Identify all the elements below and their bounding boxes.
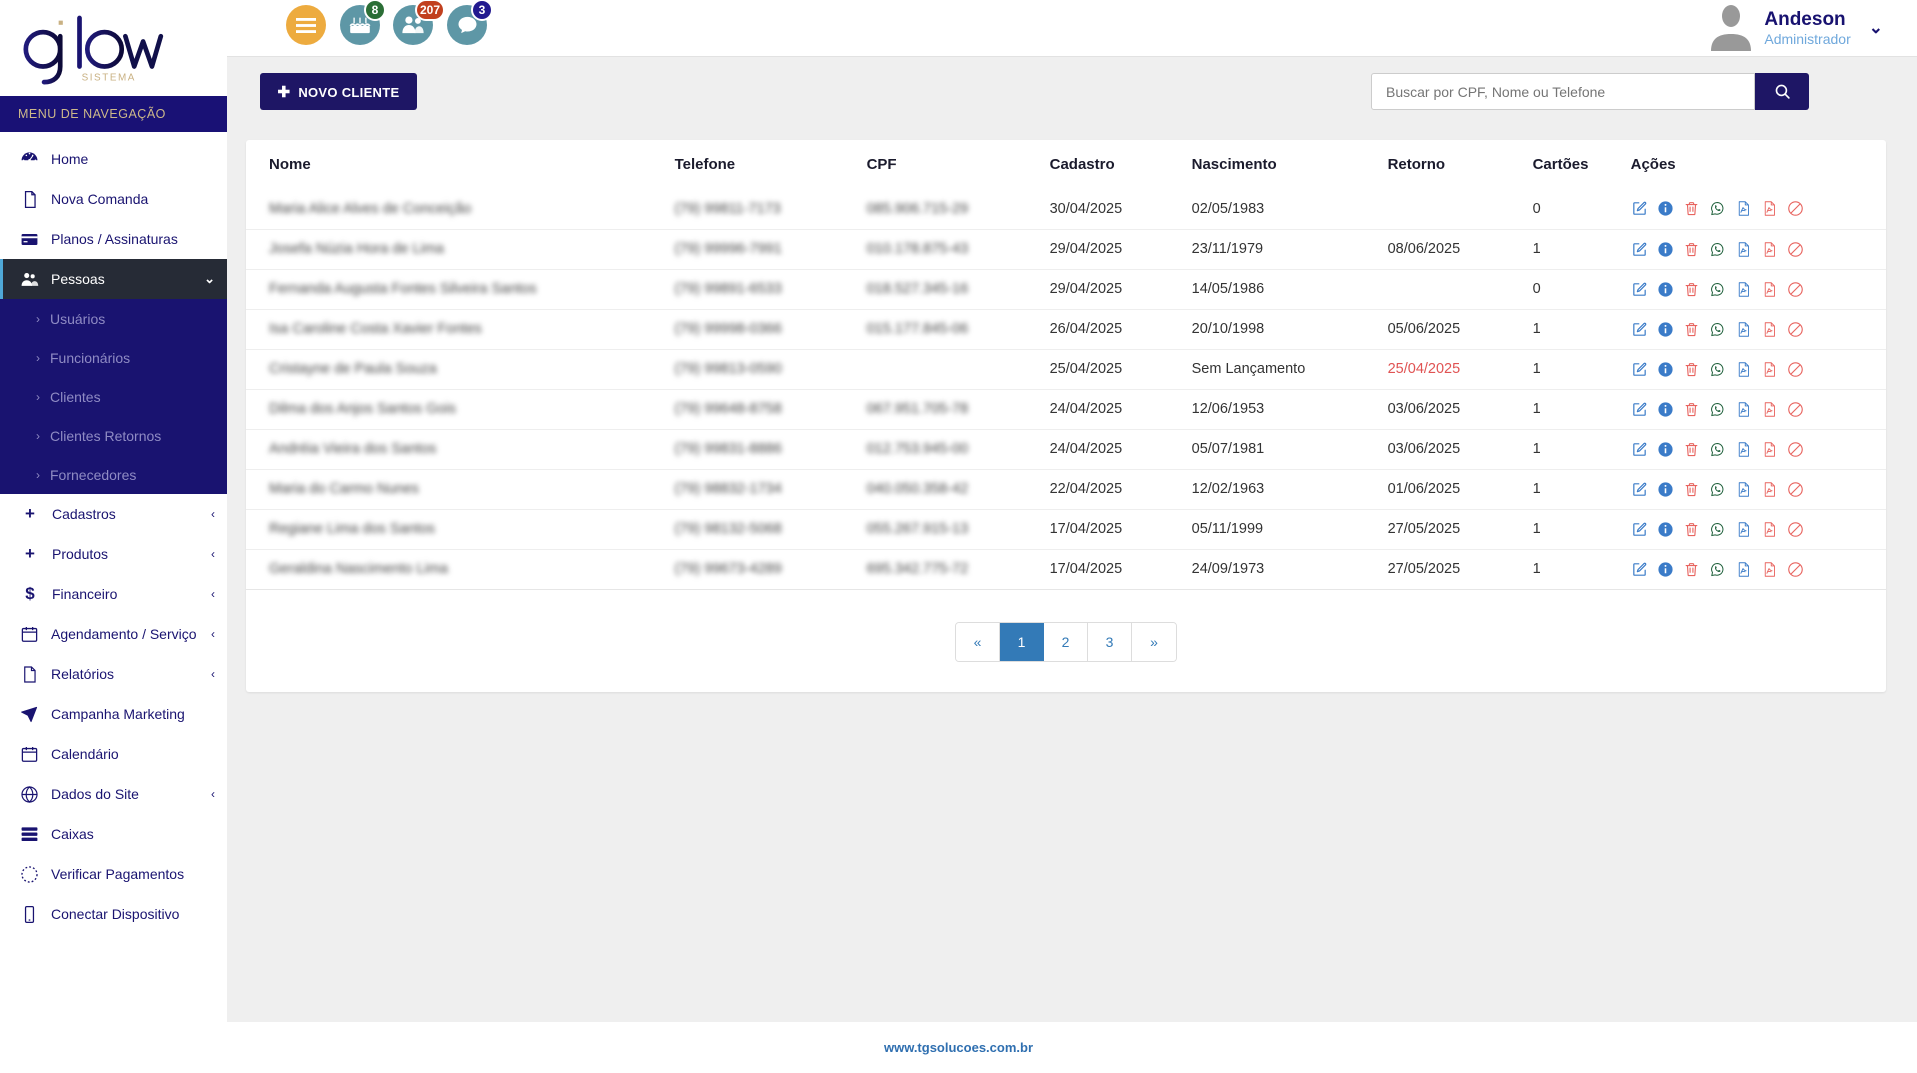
svg-text:SISTEMA: SISTEMA xyxy=(82,73,136,84)
